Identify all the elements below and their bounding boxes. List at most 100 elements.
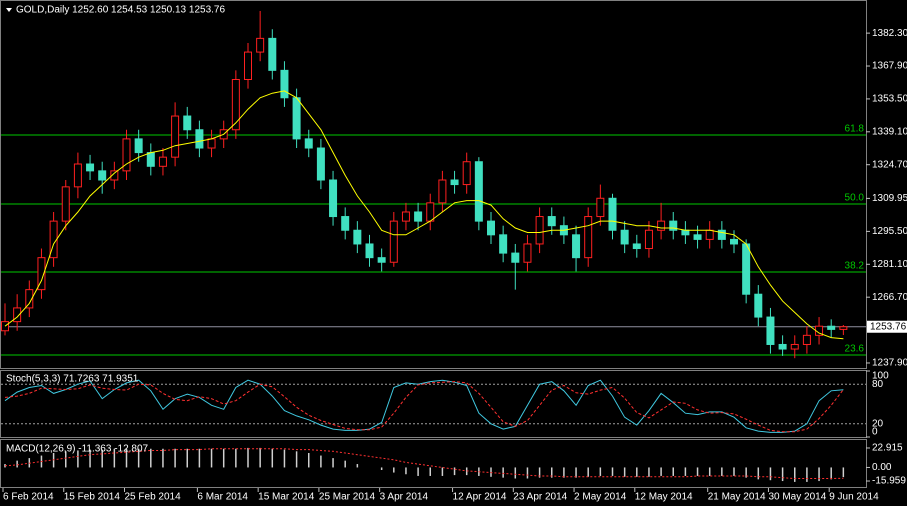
candle-body (474, 161, 483, 222)
macd-signal-line (4, 448, 844, 479)
candle-body (414, 211, 423, 222)
stoch-tick-label: 80 (872, 379, 884, 390)
y-tick-label: 1295.50 (872, 226, 907, 237)
candle-body (110, 170, 119, 181)
candle-body (839, 326, 848, 330)
candle-body (401, 211, 410, 222)
candle-body (122, 138, 131, 172)
fib-label: 50.0 (845, 193, 865, 204)
candle-body (438, 179, 447, 204)
candle-body (657, 220, 666, 231)
x-tick-label: 30 May 2014 (768, 492, 826, 503)
candle-body (231, 78, 240, 131)
chart-title: GOLD,Daily 1252.60 1254.53 1250.13 1253.… (16, 5, 225, 16)
candle-body (73, 163, 82, 188)
current-price-box (867, 320, 907, 333)
stoch-signal-line (4, 381, 844, 433)
x-tick-label: 15 Mar 2014 (258, 492, 315, 503)
candle-body (280, 69, 289, 99)
candle-body (669, 220, 678, 231)
stoch-tick-label: 100 (872, 371, 889, 382)
candle-body (207, 138, 216, 149)
candle-body (705, 229, 714, 240)
candle-body (353, 229, 362, 245)
x-tick-label: 25 Mar 2014 (319, 492, 376, 503)
candle-body (292, 97, 301, 140)
candle-body (61, 186, 70, 222)
candle-body (25, 289, 34, 309)
menu-arrow (6, 8, 12, 12)
x-tick-label: 9 Jun 2014 (829, 492, 879, 503)
candle-body (450, 179, 459, 186)
candle-body (827, 325, 836, 330)
candle-body (499, 234, 508, 254)
candle-body (134, 138, 143, 154)
candle-body (426, 202, 435, 222)
candle-body (608, 197, 617, 231)
candle-body (790, 343, 799, 350)
fib-label: 38.2 (845, 261, 865, 272)
x-tick-label: 15 Feb 2014 (64, 492, 121, 503)
current-price-label: 1253.76 (870, 321, 907, 332)
macd-tick-label: 0.00 (872, 462, 892, 473)
x-tick-label: 2 May 2014 (574, 492, 627, 503)
stoch-title: Stoch(5,3,3) 71.7263 71.9351 (6, 374, 139, 385)
candle-body (620, 229, 629, 245)
stoch-tick-label: 0 (872, 427, 878, 438)
x-tick-label: 6 Feb 2014 (3, 492, 54, 503)
y-tick-label: 1266.70 (872, 292, 907, 303)
fib-label: 61.8 (845, 124, 865, 135)
candle-body (86, 163, 95, 172)
y-tick-label: 1324.70 (872, 159, 907, 170)
macd-title: MACD(12,26,9) -11.363 -12.807 (6, 444, 149, 455)
candle-body (754, 293, 763, 318)
candle-body (171, 115, 180, 158)
y-tick-label: 1353.50 (872, 94, 907, 105)
candle-body (596, 197, 605, 218)
candle-body (547, 216, 556, 227)
candle-body (766, 316, 775, 345)
y-tick-label: 1367.90 (872, 61, 907, 72)
candle-body (341, 216, 350, 231)
fib-label: 23.6 (845, 344, 865, 355)
candle-body (632, 243, 641, 250)
candle-body (256, 37, 265, 53)
macd-tick-label: -15.959 (872, 476, 906, 487)
candle-body (572, 234, 581, 259)
stoch-main-line (4, 379, 844, 433)
candle-body (304, 138, 313, 149)
candle-body (37, 257, 46, 291)
stoch-tick-label: 20 (872, 418, 884, 429)
y-tick-label: 1237.90 (872, 358, 907, 369)
candle-body (511, 252, 520, 263)
candle-body (462, 161, 471, 186)
candle-body (644, 229, 653, 250)
candle-body (316, 147, 325, 181)
candle-body (778, 343, 787, 350)
y-tick-label: 1339.10 (872, 126, 907, 137)
candle-body (268, 37, 277, 71)
macd-panel-frame (0, 439, 867, 488)
candle-body (146, 152, 155, 167)
stoch-panel-frame (0, 370, 867, 438)
main-panel-frame (0, 0, 867, 369)
candle-body (742, 243, 751, 295)
candle-body (158, 156, 167, 167)
x-tick-label: 23 Apr 2014 (513, 492, 567, 503)
candle-body (730, 238, 738, 245)
candle-body (244, 51, 252, 80)
candle-body (377, 257, 386, 263)
x-tick-label: 25 Feb 2014 (125, 492, 182, 503)
y-tick-label: 1281.10 (872, 259, 907, 270)
y-tick-label: 1309.95 (872, 193, 907, 204)
candle-body (693, 234, 702, 240)
candle-body (13, 307, 22, 323)
candle-body (487, 220, 495, 236)
candle-body (681, 229, 690, 236)
x-tick-label: 6 Mar 2014 (197, 492, 248, 503)
candle-body (365, 243, 374, 259)
x-tick-label: 12 May 2014 (635, 492, 693, 503)
candle-body (523, 243, 532, 263)
candle-body (195, 129, 204, 149)
